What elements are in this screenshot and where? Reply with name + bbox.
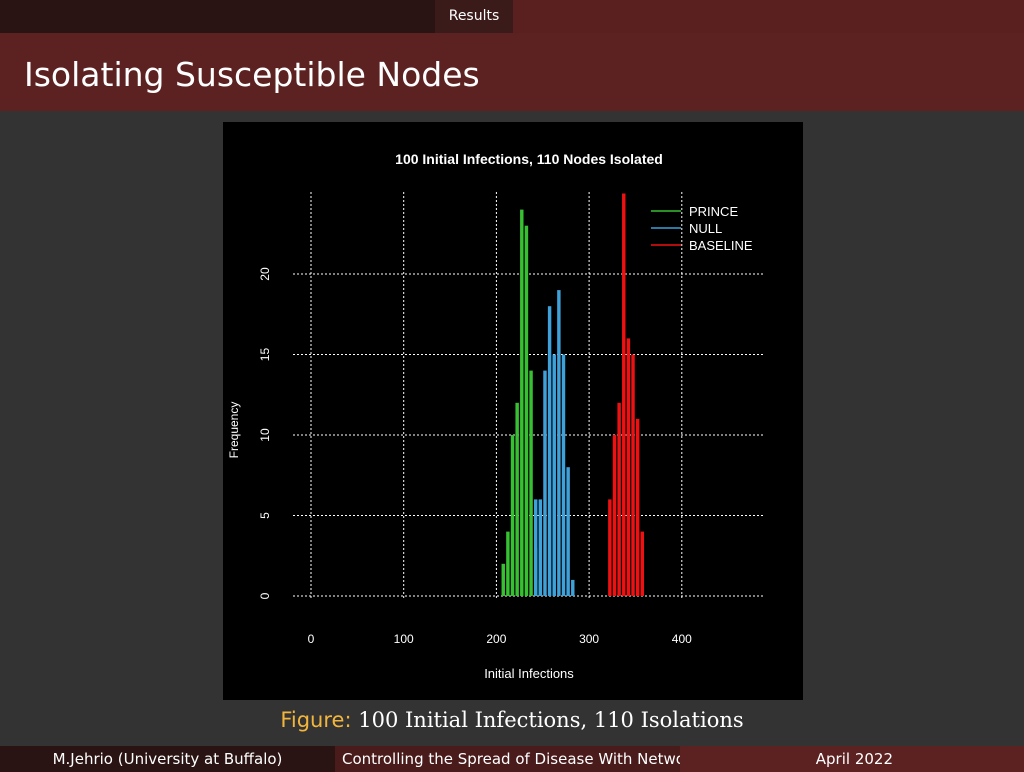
y-tick-label: 15 (258, 348, 272, 362)
bar-baseline (640, 531, 645, 596)
footer-talk-title: Controlling the Spread of Disease With N… (335, 746, 680, 772)
bar-prince (515, 402, 519, 596)
bar-baseline (626, 338, 631, 596)
y-tick-label: 20 (258, 267, 272, 281)
top-navigation-bar: Results (0, 0, 1024, 33)
legend-entry-null: NULL (689, 221, 722, 236)
x-tick-label: 100 (394, 632, 414, 646)
bar-null (561, 354, 566, 596)
chart-title: 100 Initial Infections, 110 Nodes Isolat… (395, 151, 663, 167)
bar-baseline (635, 418, 640, 596)
y-tick-label: 0 (258, 592, 272, 599)
slide-title: Isolating Susceptible Nodes (24, 55, 480, 94)
x-tick-label: 200 (486, 632, 506, 646)
bar-baseline (612, 435, 617, 596)
footer-date: April 2022 (680, 746, 1024, 772)
slide-footer: M.Jehrio (University at Buffalo) Control… (0, 746, 1024, 772)
bar-baseline (608, 499, 612, 596)
bar-prince (524, 225, 529, 596)
bar-null (533, 499, 538, 596)
bar-null (557, 290, 561, 596)
bar-baseline (631, 354, 635, 596)
y-tick-label: 5 (258, 512, 272, 519)
figure-label: Figure: (280, 708, 352, 732)
histogram-chart: 0 100 200 300 400 0 5 10 15 20 Initial Infections F… (227, 151, 765, 681)
figure-caption-text: 100 Initial Infections, 110 Isolations (358, 708, 744, 732)
figure-caption: Figure: 100 Initial Infections, 110 Isol… (0, 708, 1024, 732)
slide-title-bar: Isolating Susceptible Nodes (0, 33, 1024, 111)
legend-entry-baseline: BASELINE (689, 238, 753, 253)
top-bar-left-segment (0, 0, 513, 33)
x-tick-label: 400 (672, 632, 692, 646)
y-tick-label: 10 (258, 428, 272, 442)
footer-author: M.Jehrio (University at Buffalo) (0, 746, 335, 772)
bar-prince (510, 435, 515, 596)
bar-prince (520, 209, 524, 596)
bar-null (543, 370, 547, 596)
bar-null (571, 579, 575, 596)
x-axis-label: Initial Infections (484, 666, 574, 681)
histogram-figure: 0 100 200 300 400 0 5 10 15 20 Initial Infections F… (223, 122, 803, 700)
bar-null (552, 354, 556, 596)
bar-prince (501, 563, 505, 596)
bar-null (538, 499, 543, 596)
bar-baseline (617, 402, 621, 596)
section-label[interactable]: Results (435, 0, 513, 33)
bar-prince (506, 531, 510, 596)
bar-null (566, 467, 570, 596)
x-tick-label: 300 (579, 632, 599, 646)
legend-entry-prince: PRINCE (689, 204, 738, 219)
bar-null (547, 306, 552, 596)
bar-prince (529, 370, 533, 596)
y-axis-label: Frequency (227, 402, 241, 459)
x-tick-label: 0 (308, 632, 315, 646)
bar-baseline (622, 193, 626, 596)
